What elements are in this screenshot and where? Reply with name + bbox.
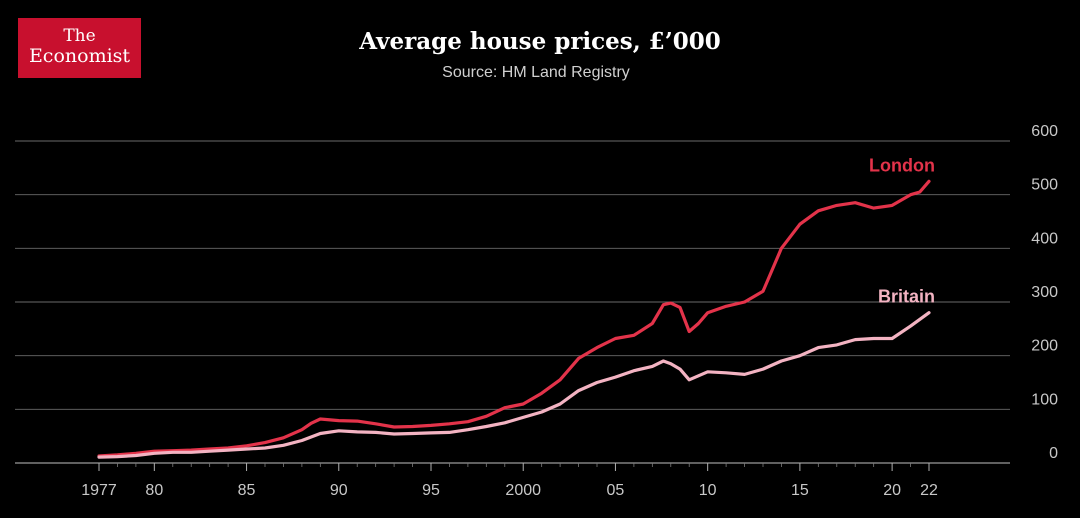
chart-title: Average house prices, £’000 <box>359 28 721 55</box>
series-line-london <box>97 179 931 458</box>
x-tick-label: 22 <box>920 482 938 499</box>
x-tick-label: 1977 <box>81 482 117 499</box>
y-tick-label: 300 <box>1031 284 1058 301</box>
y-tick-label: 400 <box>1031 230 1058 247</box>
y-tick-label: 100 <box>1031 391 1058 408</box>
x-tick-label: 05 <box>607 482 625 499</box>
series-line-britain <box>97 311 931 459</box>
y-tick-label: 500 <box>1031 177 1058 194</box>
x-tick-label: 95 <box>422 482 440 499</box>
x-tick-label: 85 <box>238 482 256 499</box>
chart-subtitle: Source: HM Land Registry <box>442 64 630 81</box>
logo-line-2: Economist <box>28 45 131 67</box>
series-label-britain: Britain <box>878 287 935 307</box>
series-label-london: London <box>869 155 935 175</box>
x-tick-label: 90 <box>330 482 348 499</box>
x-tick-label: 80 <box>145 482 163 499</box>
x-tick-label: 10 <box>699 482 717 499</box>
y-tick-label: 200 <box>1031 338 1058 355</box>
economist-logo: The Economist <box>18 18 141 78</box>
y-tick-label: 600 <box>1031 123 1058 140</box>
logo-line-1: The <box>63 26 96 46</box>
x-tick-label: 20 <box>883 482 901 499</box>
x-tick-label: 15 <box>791 482 809 499</box>
x-tick-label: 2000 <box>505 482 541 499</box>
y-tick-label: 0 <box>1049 445 1058 462</box>
